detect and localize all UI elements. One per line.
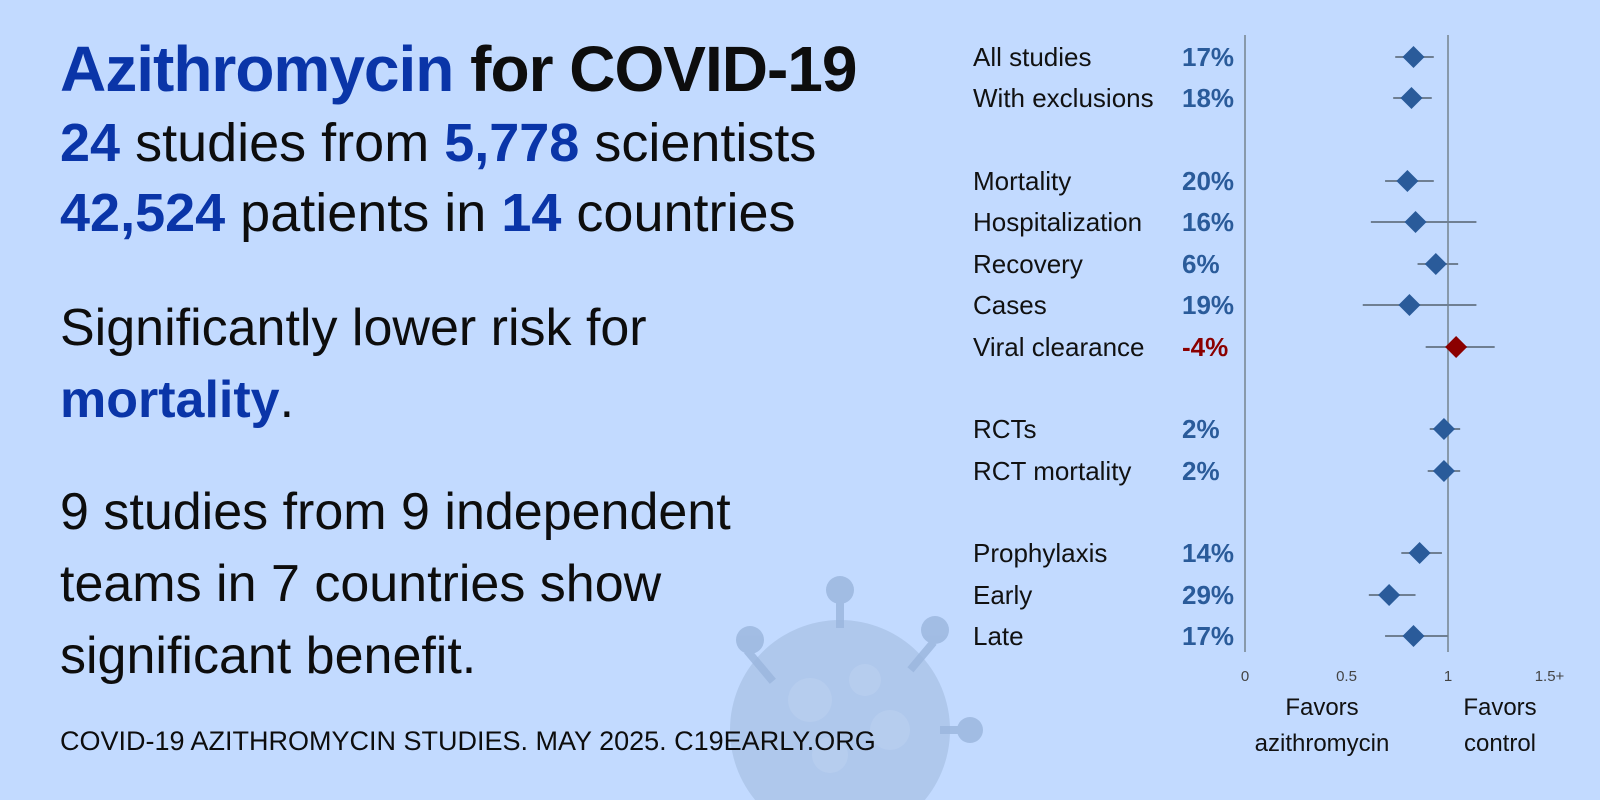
row-label: Mortality <box>973 166 1071 196</box>
patients-count: 42,524 <box>60 183 226 243</box>
patients-text: patients in <box>225 183 502 243</box>
x-tick-label: 0 <box>1241 668 1249 685</box>
row-percent: 19% <box>1182 290 1234 320</box>
scientists-count: 5,778 <box>444 113 580 173</box>
row-percent: 29% <box>1182 580 1234 610</box>
benefit-line-1: 9 studies from 9 independent <box>60 483 731 541</box>
studies-text: studies from <box>120 113 445 173</box>
row-label: RCTs <box>973 414 1037 444</box>
x-tick-label: 1 <box>1444 668 1452 685</box>
favors-left-line-2: azithromycin <box>1254 730 1390 757</box>
effect-estimate-marker <box>1445 336 1468 358</box>
row-label: Cases <box>973 290 1047 320</box>
row-percent: 17% <box>1182 42 1234 72</box>
countries-text: countries <box>561 183 796 243</box>
row-label: All studies <box>973 42 1092 72</box>
x-tick-label: 1.5+ <box>1535 668 1565 685</box>
benefit-summary: 9 studies from 9 independent teams in 7 … <box>60 476 940 692</box>
drug-name: Azithromycin <box>60 33 454 105</box>
x-tick-label: 0.5 <box>1336 668 1357 685</box>
row-label: Prophylaxis <box>973 538 1107 568</box>
row-label: Recovery <box>973 249 1083 279</box>
scientists-text: scientists <box>579 113 817 173</box>
effect-estimate-marker <box>1400 87 1423 109</box>
effect-estimate-marker <box>1398 294 1421 316</box>
benefit-line-3: significant benefit. <box>60 627 477 685</box>
row-percent: 16% <box>1182 207 1234 237</box>
studies-count: 24 <box>60 113 121 173</box>
condition-text: for COVID-19 <box>453 33 857 105</box>
effect-estimate-marker <box>1424 253 1447 275</box>
effect-estimate-marker <box>1402 625 1425 647</box>
row-label: Early <box>973 580 1032 610</box>
favors-left-line-1: Favors <box>1285 694 1359 721</box>
finding-outcome: mortality <box>60 371 280 429</box>
row-label: Hospitalization <box>973 207 1142 237</box>
row-percent: 6% <box>1182 249 1220 279</box>
favors-control-label: Favors control <box>1430 690 1570 762</box>
row-percent: 18% <box>1182 83 1234 113</box>
effect-estimate-marker <box>1432 418 1455 440</box>
studies-stat: 24 studies from 5,778 scientists <box>60 108 940 178</box>
effect-estimate-marker <box>1402 46 1425 68</box>
key-finding: Significantly lower risk for mortality. <box>60 292 940 436</box>
effect-estimate-marker <box>1432 460 1455 482</box>
row-percent: 14% <box>1182 538 1234 568</box>
virus-illustration <box>730 576 983 800</box>
effect-estimate-marker <box>1378 584 1401 606</box>
favors-right-line-1: Favors <box>1463 694 1537 721</box>
countries-count: 14 <box>501 183 562 243</box>
favors-right-line-2: control <box>1463 730 1537 757</box>
benefit-line-2: teams in 7 countries show <box>60 555 662 613</box>
finding-prefix: Significantly lower risk for <box>60 299 647 357</box>
patients-stat: 42,524 patients in 14 countries <box>60 178 940 248</box>
row-percent: 2% <box>1182 414 1220 444</box>
effect-estimate-marker <box>1408 542 1431 564</box>
effect-estimate-marker <box>1404 211 1427 233</box>
page-title: Azithromycin for COVID-19 <box>60 30 940 108</box>
favors-treatment-label: Favors azithromycin <box>1232 690 1412 762</box>
row-label: Late <box>973 621 1024 651</box>
finding-suffix: . <box>279 371 295 429</box>
row-percent: 20% <box>1182 166 1234 196</box>
effect-estimate-marker <box>1396 170 1419 192</box>
row-percent: -4% <box>1182 332 1228 362</box>
headline-block: Azithromycin for COVID-19 24 studies fro… <box>60 30 940 248</box>
footer-source: COVID-19 AZITHROMYCIN STUDIES. MAY 2025.… <box>60 726 876 756</box>
row-percent: 17% <box>1182 621 1234 651</box>
row-percent: 2% <box>1182 456 1220 486</box>
row-label: RCT mortality <box>973 456 1131 486</box>
row-label: With exclusions <box>973 83 1154 113</box>
row-label: Viral clearance <box>973 332 1145 362</box>
